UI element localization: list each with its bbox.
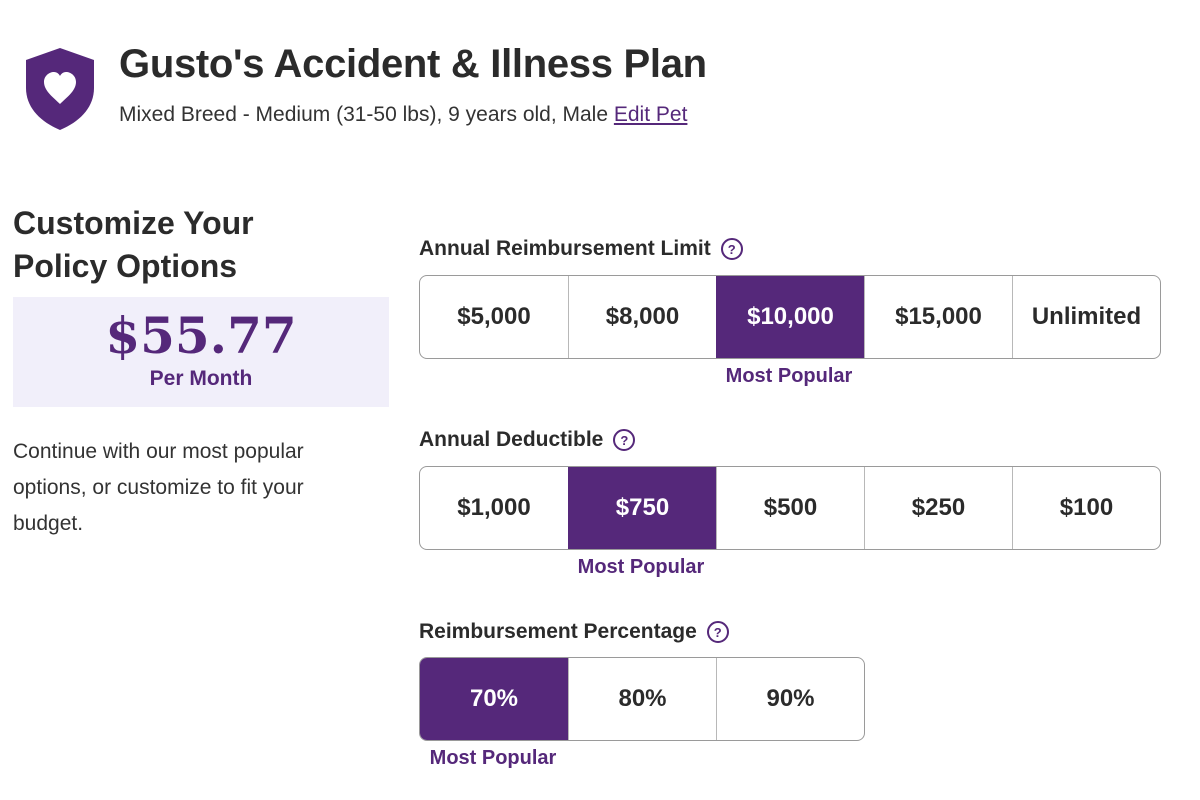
customize-description: Continue with our most popular options, … [13, 440, 304, 535]
reimbursement-percentage-label: Reimbursement Percentage ? [419, 620, 729, 644]
edit-pet-link[interactable]: Edit Pet [613, 103, 688, 126]
option-limit-15000[interactable]: $15,000 [864, 276, 1012, 358]
help-icon[interactable]: ? [720, 238, 743, 260]
reimbursement-limit-label: Annual Reimbursement Limit ? [419, 237, 743, 261]
customize-title: Customize Your Policy Options [13, 205, 254, 284]
pet-details: Mixed Breed - Medium (31-50 lbs), 9 year… [119, 103, 687, 127]
option-deductible-500[interactable]: $500 [716, 467, 864, 549]
option-deductible-750[interactable]: $750 [568, 467, 716, 549]
option-deductible-250[interactable]: $250 [864, 467, 1012, 549]
option-limit-5000[interactable]: $5,000 [457, 303, 531, 330]
option-limit-8000[interactable]: $8,000 [568, 276, 716, 358]
plan-title: Gusto's Accident & Illness Plan [119, 42, 707, 86]
price-unit: Per Month [149, 367, 253, 390]
option-deductible-100[interactable]: $100 [1012, 467, 1160, 549]
reimbursement-limit-label-text: Annual Reimbursement Limit [419, 237, 711, 260]
option-deductible-1000[interactable]: $1,000 [457, 494, 531, 521]
deductible-label-text: Annual Deductible [419, 428, 604, 451]
reimbursement-limit-options: $5,000 $8,000 $10,000 $15,000 Unlimited [419, 275, 1161, 359]
shield-heart-icon [26, 48, 94, 130]
deductible-options: $1,000 $750 $500 $250 $100 [419, 466, 1161, 550]
monthly-price: $55.77 [105, 306, 297, 365]
most-popular-percentage: Most Popular [429, 747, 557, 769]
most-popular-limit: Most Popular [725, 365, 853, 387]
option-percentage-90[interactable]: 90% [716, 658, 864, 740]
help-icon[interactable]: ? [613, 429, 636, 451]
option-percentage-70[interactable]: 70% [420, 658, 568, 740]
most-popular-deductible: Most Popular [577, 556, 705, 578]
price-box: $55.77 Per Month [13, 297, 389, 407]
option-limit-10000[interactable]: $10,000 [716, 276, 864, 358]
option-percentage-80[interactable]: 80% [568, 658, 716, 740]
reimbursement-percentage-options: 70% 80% 90% [419, 657, 865, 741]
help-icon[interactable]: ? [706, 621, 729, 643]
reimbursement-percentage-label-text: Reimbursement Percentage [419, 620, 697, 643]
option-limit-unlimited[interactable]: Unlimited [1012, 276, 1160, 358]
pet-details-text: Mixed Breed - Medium (31-50 lbs), 9 year… [119, 103, 609, 126]
deductible-label: Annual Deductible ? [419, 428, 636, 452]
